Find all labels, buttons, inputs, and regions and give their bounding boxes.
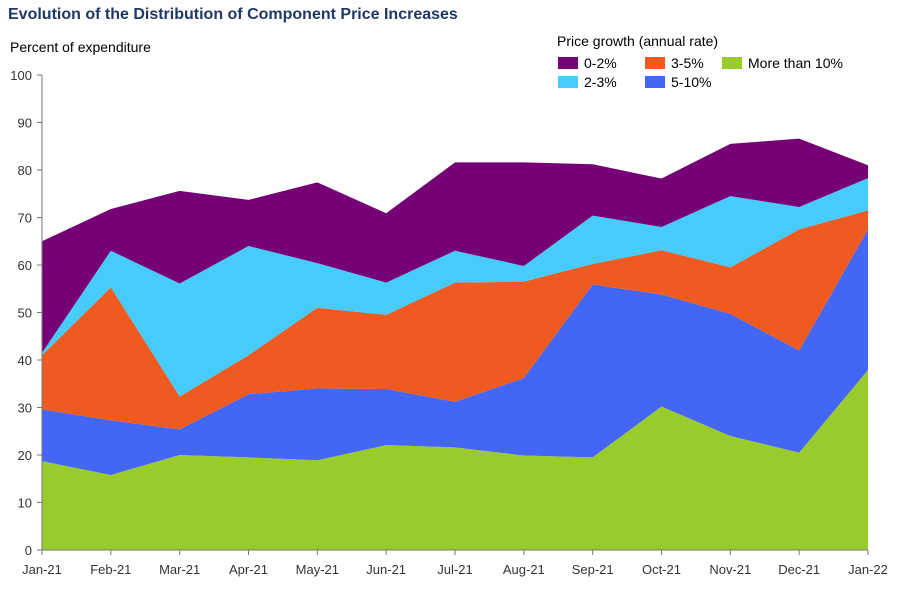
x-tick-label: Mar-21 [159, 562, 200, 577]
x-tick-label: Apr-21 [229, 562, 268, 577]
legend-swatch [722, 57, 742, 69]
legend-swatch [558, 57, 578, 69]
x-tick-label: Jun-21 [366, 562, 406, 577]
area-series-2-3- [42, 178, 868, 397]
y-tick-label: 60 [18, 258, 32, 273]
y-tick-label: 70 [18, 211, 32, 226]
area-series-more-than-10- [42, 369, 868, 550]
chart-title: Evolution of the Distribution of Compone… [8, 6, 458, 23]
area-series-3-5- [42, 210, 868, 430]
area-series-0-2- [42, 138, 868, 353]
x-tick-label: Feb-21 [90, 562, 131, 577]
x-tick-label: Sep-21 [572, 562, 614, 577]
legend-label: 2-3% [584, 74, 617, 90]
legend-item-2-3: 2-3% [558, 74, 617, 90]
x-tick-label: Aug-21 [503, 562, 545, 577]
legend-label: 3-5% [671, 55, 704, 71]
x-tick-label: Jul-21 [437, 562, 472, 577]
legend-label: 0-2% [584, 55, 617, 71]
x-tick-label: May-21 [296, 562, 339, 577]
y-tick-label: 50 [18, 306, 32, 321]
x-tick-label: Dec-21 [778, 562, 820, 577]
y-tick-label: 0 [25, 543, 32, 558]
x-tick-label: Nov-21 [709, 562, 751, 577]
y-axis-label: Percent of expenditure [10, 39, 151, 55]
legend-label: 5-10% [671, 74, 712, 90]
x-tick-label: Jan-21 [22, 562, 62, 577]
y-tick-label: 20 [18, 448, 32, 463]
legend-item-3-5: 3-5% [645, 55, 704, 71]
x-tick-label: Oct-21 [642, 562, 681, 577]
legend-item-more-than-10: More than 10% [722, 55, 843, 71]
y-tick-label: 90 [18, 116, 32, 131]
y-tick-label: 100 [10, 68, 32, 83]
legend-title: Price growth (annual rate) [557, 33, 719, 49]
x-tick-label: Jan-22 [848, 562, 888, 577]
legend-swatch [645, 76, 665, 88]
legend-item-0-2: 0-2% [558, 55, 617, 71]
y-tick-label: 80 [18, 163, 32, 178]
legend-item-5-10: 5-10% [645, 74, 711, 90]
y-tick-label: 40 [18, 353, 32, 368]
y-tick-label: 10 [18, 496, 32, 511]
y-tick-label: 30 [18, 401, 32, 416]
area-series-5-10- [42, 229, 868, 475]
legend-swatch [558, 76, 578, 88]
legend-label: More than 10% [748, 55, 843, 71]
legend-swatch [645, 57, 665, 69]
